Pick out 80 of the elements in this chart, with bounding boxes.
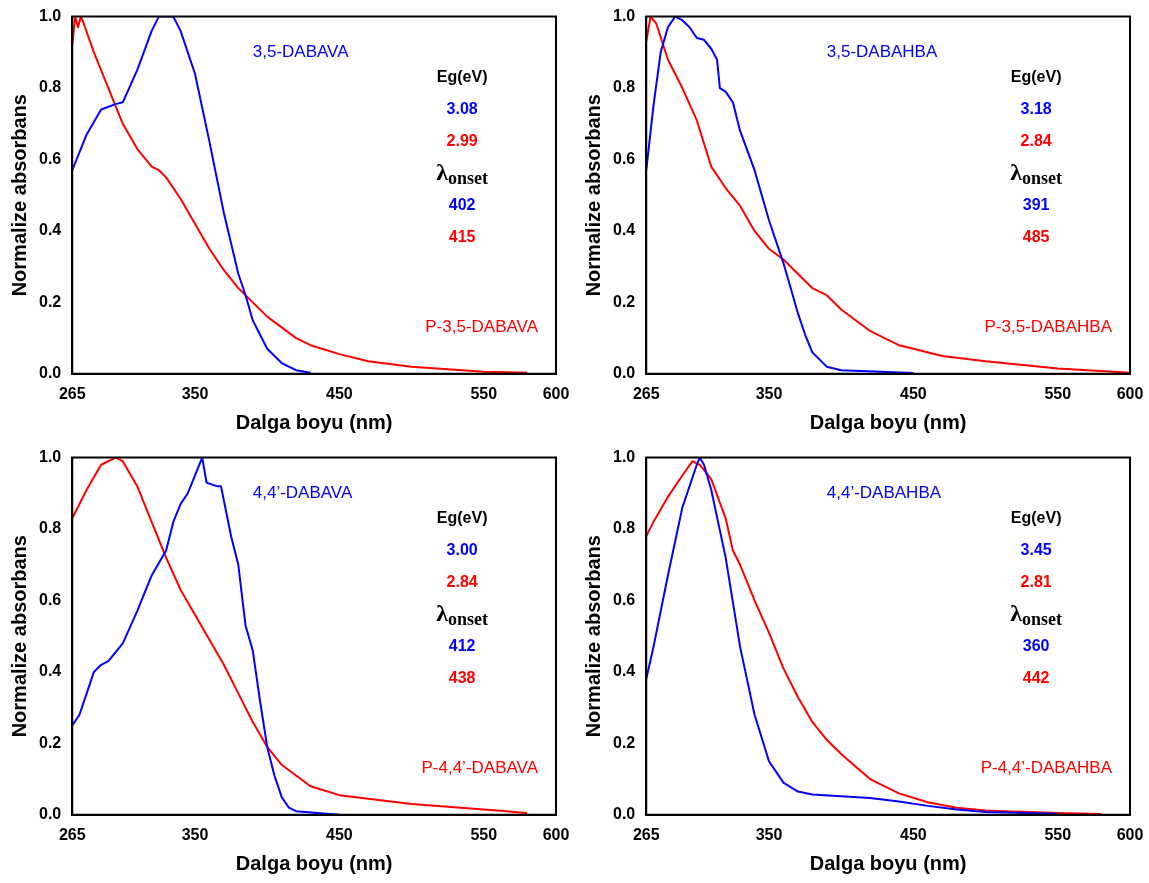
x-axis-title: Dalga boyu (nm) [235, 851, 393, 874]
annotation: 2.81 [1020, 573, 1052, 591]
series-label: P-3,5-DABAHBA [984, 317, 1113, 337]
y-tick-label: 1.0 [38, 7, 62, 25]
y-tick-label: 0.0 [612, 805, 636, 823]
x-tick-label: 450 [326, 825, 353, 843]
x-axis-title: Dalga boyu (nm) [235, 410, 393, 433]
annotation: 360 [1022, 637, 1050, 655]
x-tick-label: 265 [58, 384, 86, 402]
x-axis-title: Dalga boyu (nm) [809, 851, 967, 874]
y-tick-label: 0.2 [612, 733, 636, 751]
x-tick-label: 550 [1044, 384, 1072, 402]
text: 4,4’-DABAHBA [826, 483, 942, 503]
series-label: P-3,5-DABAVA [425, 317, 539, 337]
y-tick-label: 0.6 [38, 590, 62, 608]
y-axis-title: Normalize absorbans [7, 535, 30, 738]
y-tick-label: 0.4 [612, 662, 636, 680]
x-tick-label: 350 [181, 825, 209, 843]
y-tick-label: 0.6 [612, 149, 636, 167]
annotation: 3.18 [1020, 99, 1052, 117]
x-tick-label: 265 [632, 384, 660, 402]
y-axis-title: Normalize absorbans [581, 94, 604, 297]
annotation: 485 [1022, 228, 1050, 246]
y-tick-label: 1.0 [38, 448, 62, 466]
y-tick-label: 0.8 [612, 519, 636, 537]
y-tick-label: 0.8 [38, 519, 62, 537]
annotation: 3.45 [1020, 540, 1052, 558]
x-tick-label: 450 [900, 384, 927, 402]
text: 3,5-DABAHBA [826, 42, 938, 62]
annotation: 3.00 [446, 540, 478, 558]
x-tick-label: 450 [326, 384, 353, 402]
x-tick-label: 600 [1116, 825, 1144, 843]
y-tick-label: 0.0 [38, 805, 62, 823]
y-axis-title: Normalize absorbans [581, 535, 604, 738]
x-tick-label: 265 [632, 825, 660, 843]
annotation: 391 [1022, 196, 1050, 214]
annotation: 438 [448, 669, 476, 687]
y-tick-label: 1.0 [612, 7, 636, 25]
y-tick-label: 0.4 [38, 662, 62, 680]
y-tick-label: 0.2 [38, 733, 62, 751]
y-tick-label: 1.0 [612, 448, 636, 466]
y-tick-label: 0.0 [612, 364, 636, 382]
x-tick-label: 550 [470, 384, 498, 402]
series-label: 4,4’-DABAVA [252, 483, 353, 503]
series-label: P-4,4’-DABAHBA [980, 758, 1113, 778]
annotation: 442 [1022, 669, 1050, 687]
y-tick-label: 0.8 [612, 78, 636, 96]
annotation: 2.84 [1020, 132, 1052, 150]
annotation: 415 [448, 228, 476, 246]
y-tick-label: 0.8 [38, 78, 62, 96]
x-tick-label: 600 [542, 825, 570, 843]
series-label: P-4,4’-DABAVA [421, 758, 539, 778]
x-tick-label: 550 [470, 825, 498, 843]
annotation: 402 [448, 196, 476, 214]
x-tick-label: 350 [755, 384, 783, 402]
annotation: Eg(eV) [436, 67, 488, 85]
y-tick-label: 0.6 [38, 149, 62, 167]
x-tick-label: 350 [181, 384, 209, 402]
x-tick-label: 600 [1116, 384, 1144, 402]
y-tick-label: 0.6 [612, 590, 636, 608]
x-tick-label: 350 [755, 825, 783, 843]
x-tick-label: 600 [542, 384, 570, 402]
text: 3,5-DABAVA [252, 42, 350, 62]
y-axis-title: Normalize absorbans [7, 94, 30, 297]
annotation: Eg(eV) [436, 508, 488, 526]
y-tick-label: 0.2 [612, 292, 636, 310]
y-tick-label: 0.4 [38, 221, 62, 239]
x-axis-title: Dalga boyu (nm) [809, 410, 967, 433]
annotation: 3.08 [446, 99, 478, 117]
y-tick-label: 0.4 [612, 221, 636, 239]
annotation: Eg(eV) [1010, 508, 1062, 526]
y-tick-label: 0.0 [38, 364, 62, 382]
annotation: 2.99 [446, 132, 478, 150]
annotation: Eg(eV) [1010, 67, 1062, 85]
x-tick-label: 450 [900, 825, 927, 843]
x-tick-label: 550 [1044, 825, 1072, 843]
y-tick-label: 0.2 [38, 292, 62, 310]
annotation: 412 [448, 637, 476, 655]
x-tick-label: 265 [58, 825, 86, 843]
annotation: 2.84 [446, 573, 478, 591]
